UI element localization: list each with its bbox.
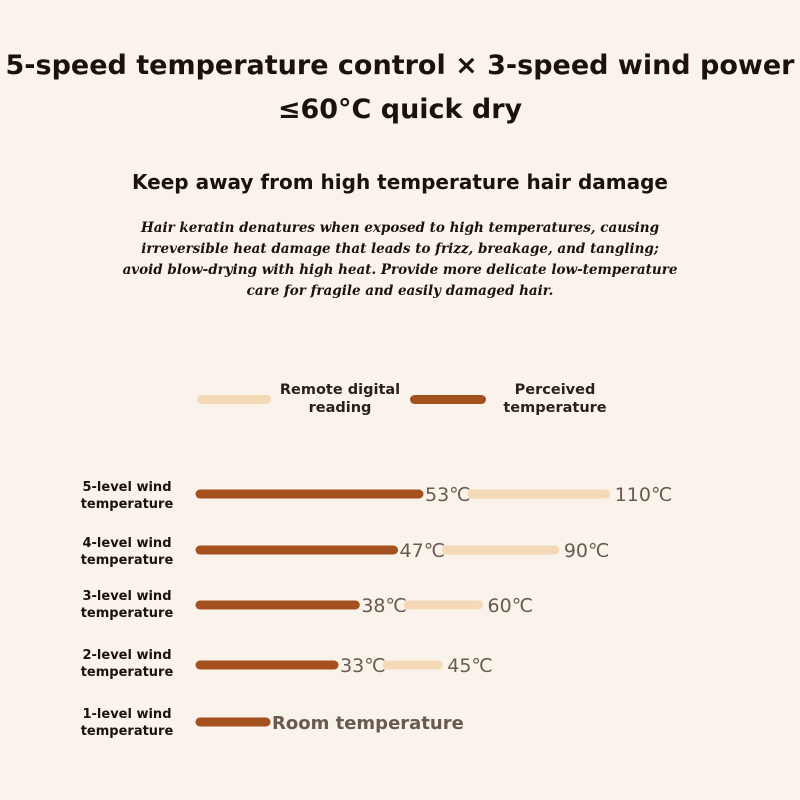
headline-line-1: 5-speed temperature control × 3-speed wi… bbox=[5, 50, 795, 81]
value-label-perceived-level-2: 33℃ bbox=[340, 655, 386, 677]
category-label-level-5: 5-level wind temperature bbox=[80, 480, 174, 512]
legend-swatch-perceived bbox=[410, 395, 486, 404]
headline-line-2: ≤60°C quick dry bbox=[277, 94, 523, 125]
value-label-perceived-level-1: Room temperature bbox=[272, 713, 464, 734]
category-label-level-1: 1-level wind temperature bbox=[80, 707, 174, 739]
value-label-remote-level-4: 90℃ bbox=[564, 540, 610, 562]
value-label-perceived-level-5: 53℃ bbox=[425, 484, 471, 506]
legend-label-remote: Remote digital reading bbox=[279, 382, 401, 416]
legend-swatch-remote bbox=[197, 395, 271, 404]
category-label-level-2: 2-level wind temperature bbox=[80, 648, 174, 680]
category-label-level-3: 3-level wind temperature bbox=[80, 589, 174, 621]
legend-label-perceived: Perceived temperature bbox=[503, 382, 607, 416]
value-label-remote-level-2: 45℃ bbox=[447, 655, 493, 677]
value-label-remote-level-3: 60℃ bbox=[488, 595, 534, 617]
description-text: Hair keratin denatures when exposed to h… bbox=[122, 220, 678, 299]
category-label-level-4: 4-level wind temperature bbox=[80, 536, 174, 568]
section-subtitle: Keep away from high temperature hair dam… bbox=[132, 170, 668, 194]
value-label-perceived-level-4: 47℃ bbox=[400, 540, 446, 562]
value-label-remote-level-5: 110℃ bbox=[615, 484, 673, 506]
value-label-perceived-level-3: 38℃ bbox=[361, 595, 407, 617]
